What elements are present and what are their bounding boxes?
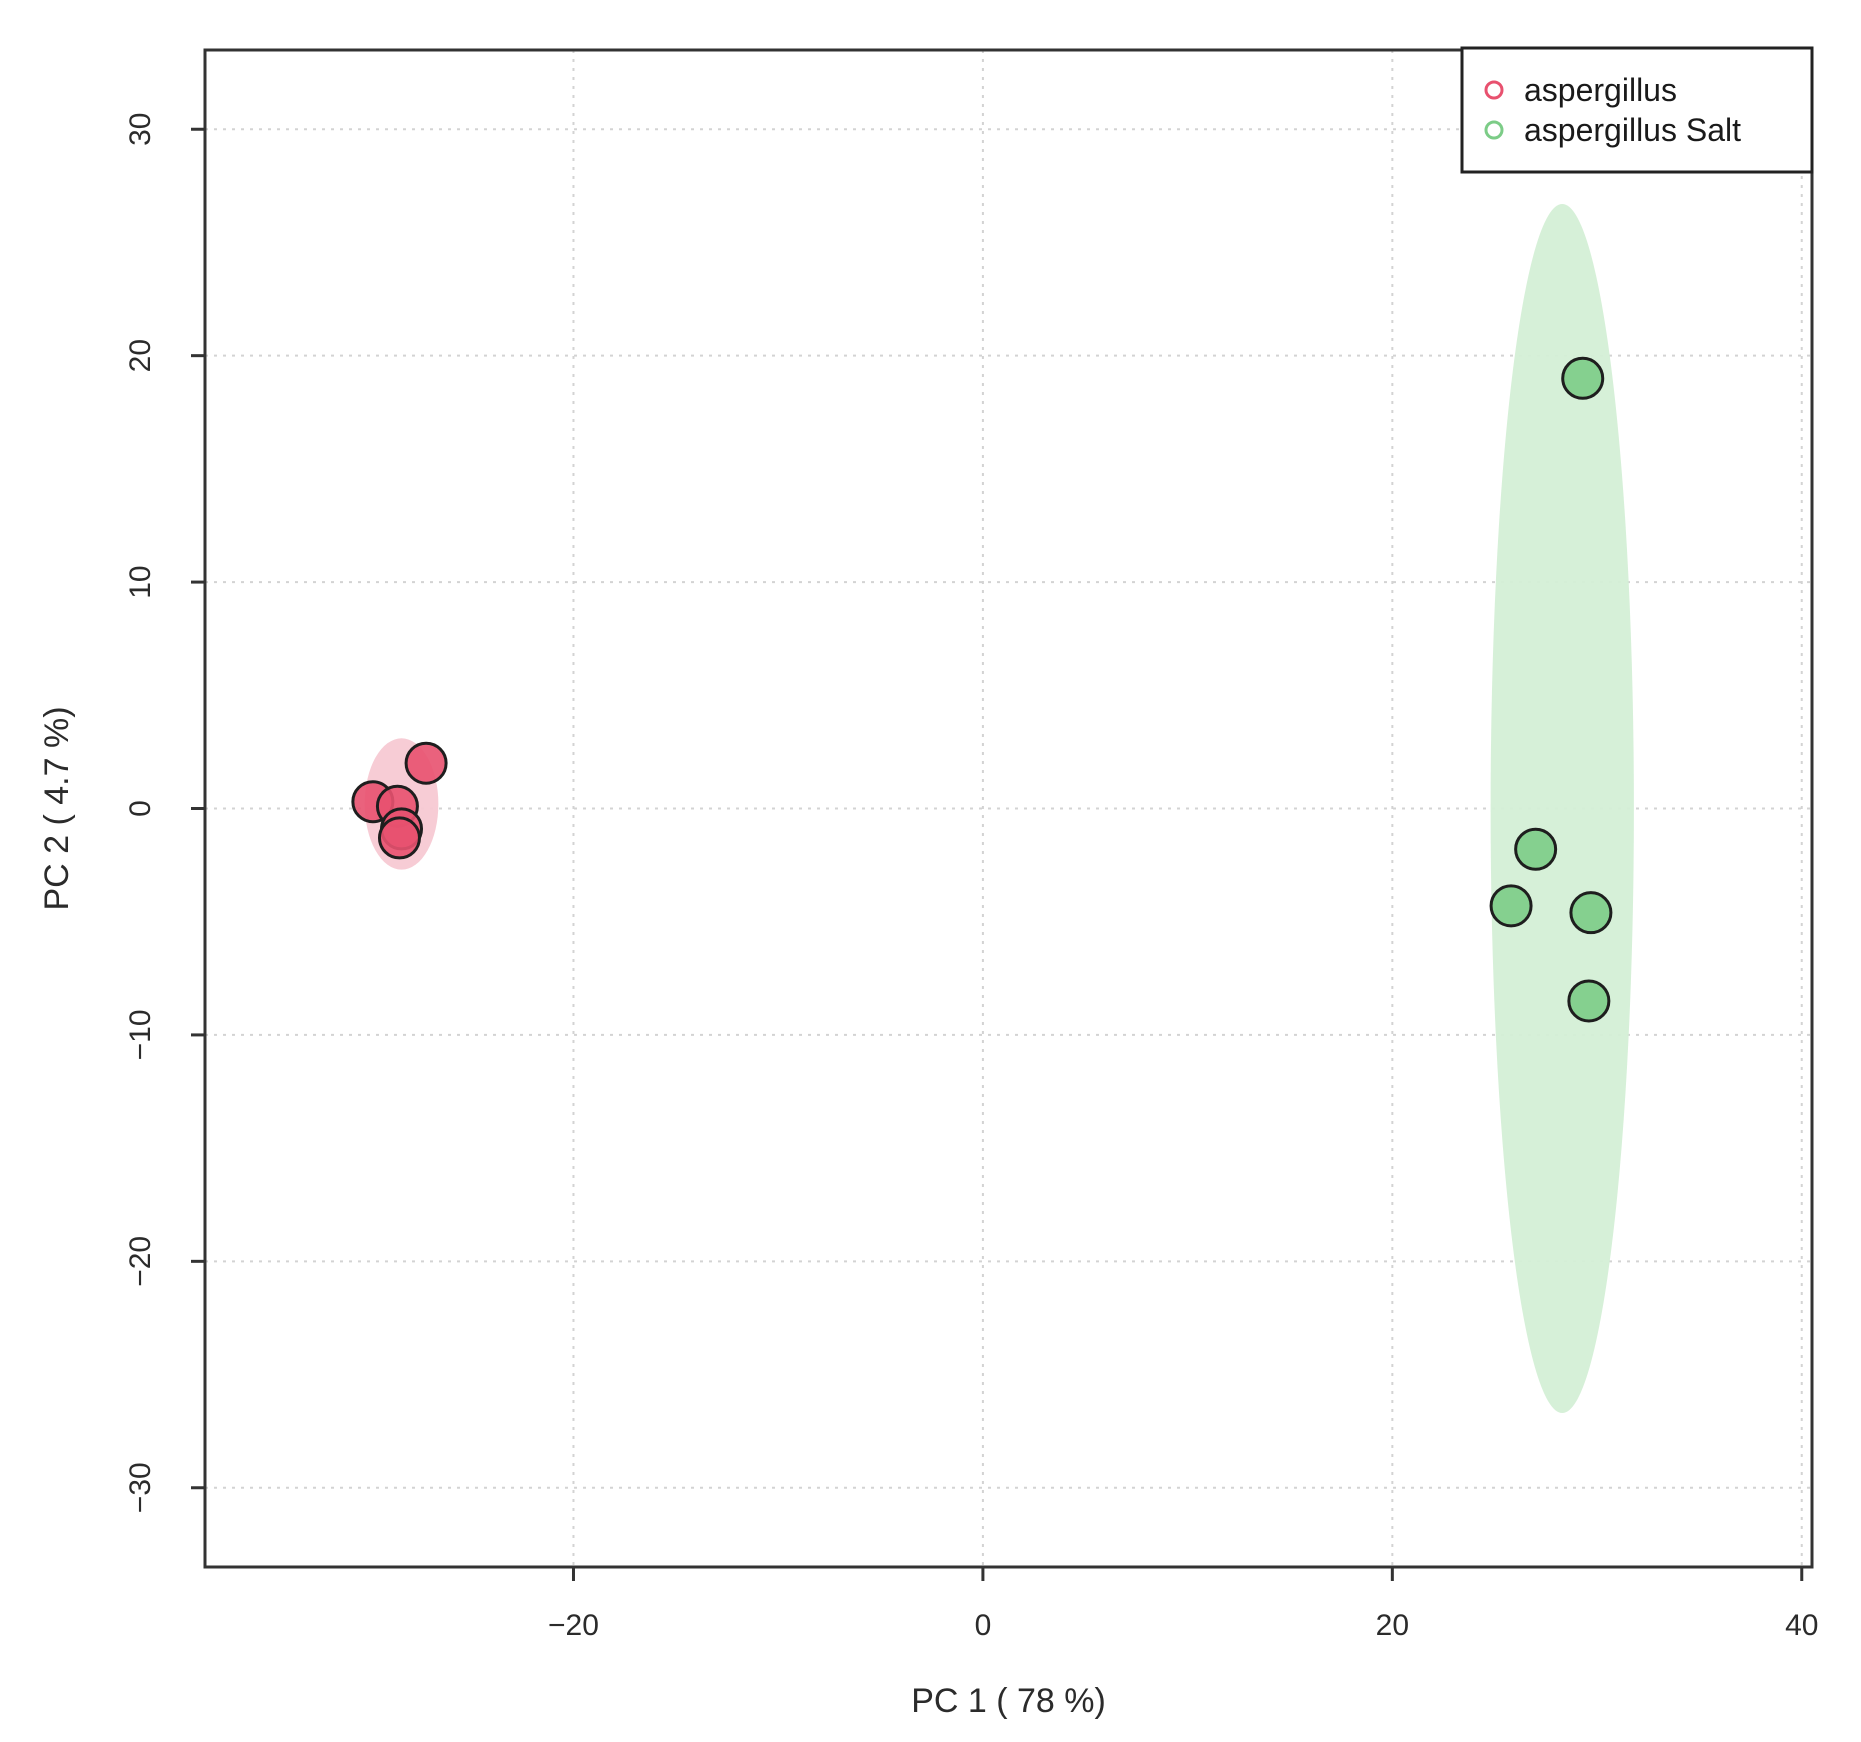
point-aspergillus-2 xyxy=(404,741,448,785)
legend: aspergillus aspergillus Salt xyxy=(1460,46,1814,174)
y-tick-label-5: 20 xyxy=(124,339,157,372)
x-tick-label-1: 0 xyxy=(975,1609,992,1642)
point-aspergillus-salt-0 xyxy=(1561,356,1605,400)
y-tick-label-2: −10 xyxy=(124,1009,157,1060)
y-axis-title: PC 2 ( 4.7 %) xyxy=(38,706,76,910)
x-tick-label-3: 40 xyxy=(1785,1609,1818,1642)
point-aspergillus-4 xyxy=(377,816,421,860)
point-aspergillus-salt-3 xyxy=(1569,891,1613,935)
legend-marker-aspergillus xyxy=(1484,80,1504,100)
legend-marker-aspergillus-salt xyxy=(1484,120,1504,140)
x-axis-title: PC 1 ( 78 %) xyxy=(911,1682,1106,1720)
ellipse-aspergillus-salt xyxy=(1490,203,1634,1414)
x-tick-label-0: −20 xyxy=(548,1609,599,1642)
y-tick-label-1: −20 xyxy=(124,1236,157,1287)
y-tick-label-6: 30 xyxy=(124,113,157,146)
axis-ticks: −20 0 20 40 −30 −20 −10 0 10 20 30 xyxy=(124,113,1818,1642)
legend-box xyxy=(1460,46,1814,174)
point-aspergillus-salt-4 xyxy=(1567,979,1611,1023)
data-points xyxy=(351,356,1613,1023)
legend-label-aspergillus: aspergillus xyxy=(1524,72,1677,108)
y-tick-label-4: 10 xyxy=(124,565,157,598)
point-aspergillus-salt-2 xyxy=(1489,884,1533,928)
x-tick-label-2: 20 xyxy=(1376,1609,1409,1642)
y-tick-label-0: −30 xyxy=(124,1462,157,1513)
legend-label-aspergillus-salt: aspergillus Salt xyxy=(1524,112,1741,148)
grid xyxy=(205,50,1812,1567)
y-tick-label-3: 0 xyxy=(124,800,157,817)
point-aspergillus-salt-1 xyxy=(1514,827,1558,871)
